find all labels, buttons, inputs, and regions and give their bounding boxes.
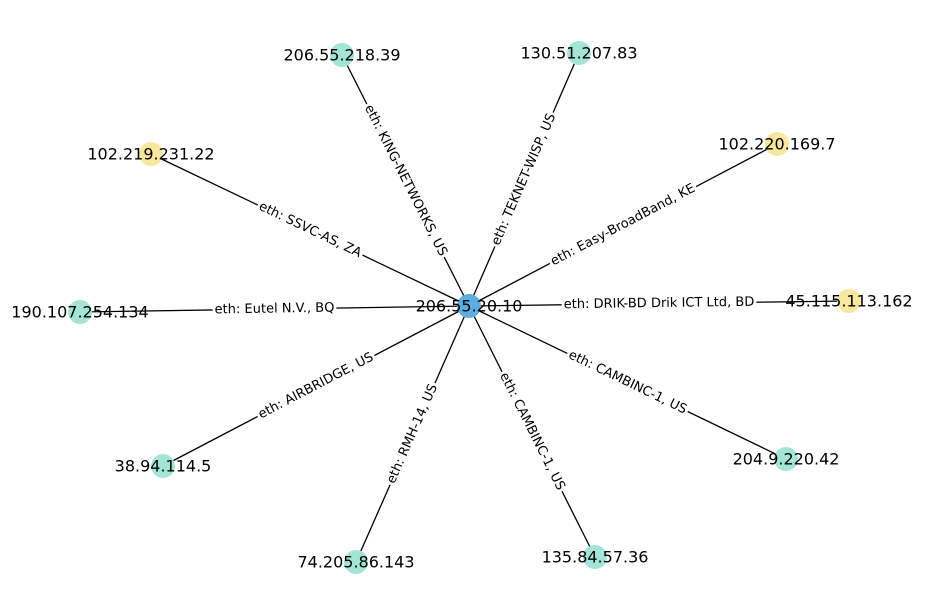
peer-node[interactable]	[774, 447, 798, 471]
edge-label-text: eth: CAMBINC-1, US	[566, 348, 689, 418]
center-node[interactable]	[457, 294, 481, 318]
edge-label: eth: SSVC-AS, ZA	[254, 197, 367, 263]
peer-node[interactable]	[567, 41, 591, 65]
edge-label-text: eth: RMH-14, US	[384, 382, 441, 486]
edge-label-background	[359, 100, 452, 261]
edge-label: eth: AIRBRIDGE, US	[253, 347, 379, 425]
peer-node-label: 130.51.207.83	[520, 44, 637, 63]
edge-label-text: eth: DRIK-BD Drik ICT Ltd, BD	[564, 295, 755, 313]
edge-label-text: eth: AIRBRIDGE, US	[256, 350, 376, 422]
peer-node[interactable]	[837, 289, 861, 313]
edge-label-text: eth: TEKNET-WISP, US	[489, 111, 559, 247]
peer-node[interactable]	[330, 43, 354, 67]
edge-label-background	[382, 379, 443, 489]
edge-label-text: eth: CAMBINC-1, US	[496, 370, 568, 493]
peer-node-label: 102.219.231.22	[87, 145, 214, 164]
edge-label: eth: CAMBINC-1, US	[563, 345, 692, 420]
peer-node[interactable]	[139, 142, 163, 166]
edge-label: eth: Eutel N.V., BQ	[212, 299, 337, 319]
peer-node[interactable]	[151, 454, 175, 478]
edge-label-background	[253, 347, 379, 425]
peer-node-label: 190.107.254.134	[11, 303, 148, 322]
edge-label-background	[563, 345, 692, 420]
edge-label-background	[494, 367, 570, 496]
peer-node-label: 38.94.114.5	[115, 457, 212, 476]
node-labels-layer: 206.55.218.39 130.51.207.83 102.220.169.7 4…	[11, 44, 912, 572]
peer-node-label: 74.205.86.143	[297, 553, 414, 572]
peer-node[interactable]	[583, 545, 607, 569]
edge-label-text: eth: Easy-BroadBand, KE	[548, 181, 698, 269]
peer-node[interactable]	[68, 300, 92, 324]
edge-label-background	[212, 299, 337, 319]
edge-label: eth: Easy-BroadBand, KE	[546, 179, 700, 271]
edge-label-text: eth: SSVC-AS, ZA	[256, 199, 364, 261]
peer-node[interactable]	[765, 132, 789, 156]
edge-label-background	[254, 197, 367, 263]
edge-label: eth: TEKNET-WISP, US	[487, 109, 561, 250]
center-node-label: 206.55.20.10	[416, 297, 523, 316]
edge-label: eth: RMH-14, US	[382, 379, 443, 489]
peer-node-label: 135.84.57.36	[542, 548, 649, 567]
edge-label-text: eth: Eutel N.V., BQ	[215, 301, 335, 318]
edge-label-text: eth: KING-NETWORKS, US	[361, 102, 450, 258]
nodes-layer	[68, 41, 861, 574]
edge-label: eth: KING-NETWORKS, US	[359, 100, 452, 261]
peer-node-label: 45.115.113.162	[785, 292, 912, 311]
peer-node-label: 204.9.220.42	[733, 450, 840, 469]
edge-label: eth: CAMBINC-1, US	[494, 367, 570, 496]
peer-node-label: 206.55.218.39	[283, 46, 400, 65]
edge-label-background	[487, 109, 561, 250]
edge-label-background	[561, 293, 757, 314]
peer-node[interactable]	[344, 550, 368, 574]
peer-node-label: 102.220.169.7	[718, 135, 835, 154]
edge-label-background	[546, 179, 700, 271]
edge-label: eth: DRIK-BD Drik ICT Ltd, BD	[561, 293, 757, 314]
